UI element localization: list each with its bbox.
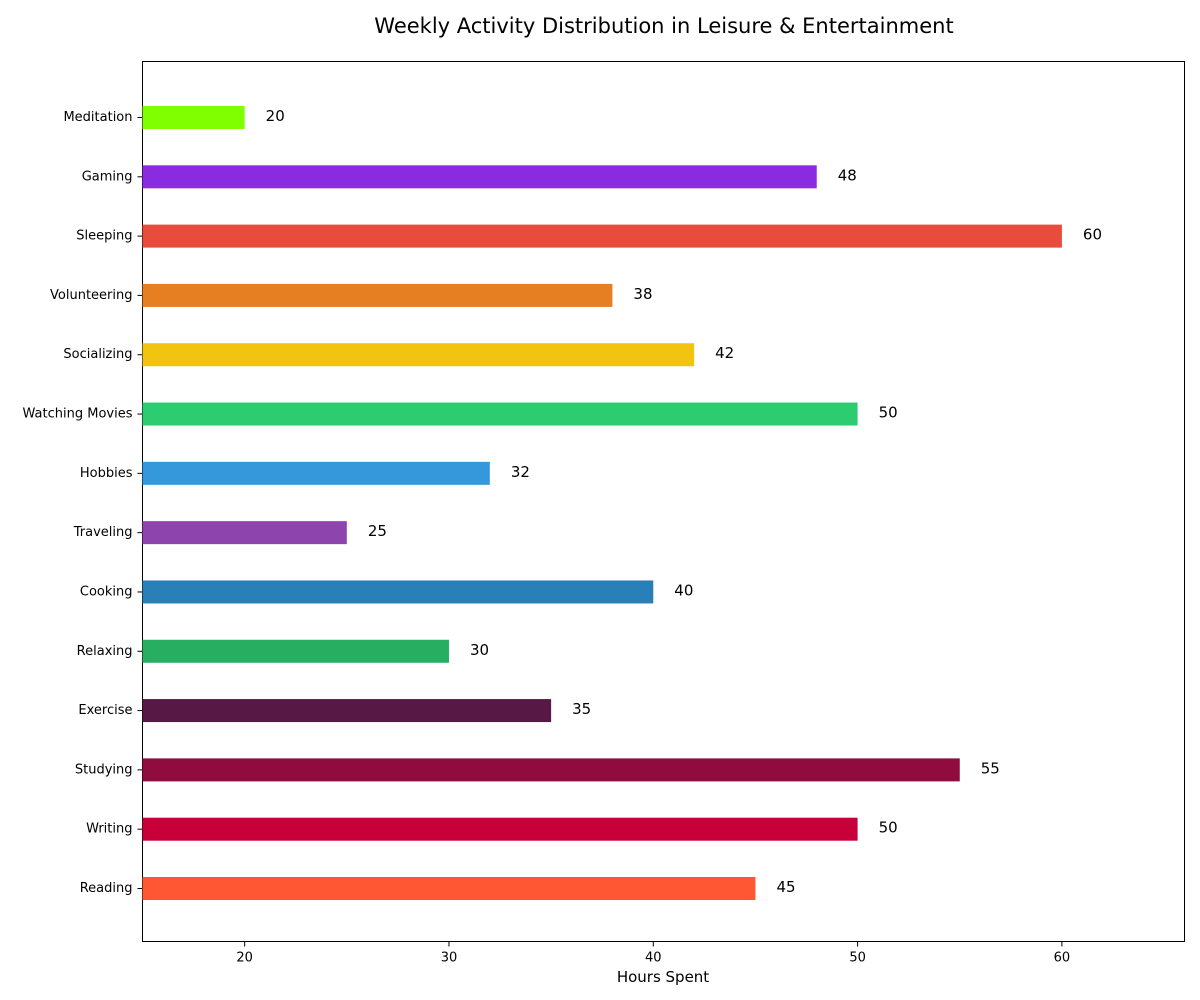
value-label-relaxing: 30 [470, 641, 489, 659]
value-label-cooking: 40 [674, 581, 693, 599]
bar-watching-movies [142, 402, 858, 426]
category-label-reading: Reading [80, 881, 133, 896]
x-tick-label-20: 20 [236, 951, 253, 966]
category-label-socializing: Socializing [63, 347, 132, 362]
category-label-exercise: Exercise [78, 703, 132, 718]
x-axis: 20 30 40 50 60 [236, 941, 1071, 966]
bar-gaming [142, 165, 817, 189]
x-tick-label-30: 30 [441, 951, 458, 966]
bar-traveling [142, 521, 347, 545]
bar-sleeping [142, 224, 1062, 248]
value-label-meditation: 20 [266, 107, 285, 125]
value-label-watching-movies: 50 [879, 404, 898, 422]
value-label-sleeping: 60 [1083, 226, 1102, 244]
value-label-writing: 50 [879, 819, 898, 837]
value-label-socializing: 42 [715, 344, 734, 362]
bar-writing [142, 817, 858, 841]
category-label-meditation: Meditation [63, 110, 132, 125]
x-tick-label-40: 40 [645, 951, 662, 966]
category-label-volunteering: Volunteering [50, 288, 132, 303]
bar-meditation [142, 106, 245, 129]
value-label-volunteering: 38 [633, 285, 652, 303]
bar-exercise [142, 699, 552, 723]
value-label-exercise: 35 [572, 700, 591, 718]
value-label-studying: 55 [981, 759, 1000, 777]
bar-hobbies [142, 461, 490, 485]
x-axis-label: Hours Spent [617, 968, 709, 986]
x-tick-label-50: 50 [849, 951, 866, 966]
value-label-gaming: 48 [838, 166, 857, 184]
category-label-sleeping: Sleeping [76, 229, 132, 244]
value-label-traveling: 25 [368, 522, 387, 540]
category-label-cooking: Cooking [80, 584, 133, 599]
bar-relaxing [142, 639, 449, 663]
y-axis: Reading Writing Studying Exercise Relaxing Co… [23, 110, 143, 896]
bar-studying [142, 758, 960, 782]
bar-cooking [142, 580, 654, 604]
category-label-traveling: Traveling [73, 525, 133, 540]
value-label-hobbies: 32 [511, 463, 530, 481]
category-label-watching-movies: Watching Movies [23, 407, 133, 422]
x-tick-label-60: 60 [1054, 951, 1071, 966]
category-label-relaxing: Relaxing [77, 644, 133, 659]
bars-group: 45 50 55 35 30 40 25 32 50 42 38 60 48 20 [142, 106, 1102, 900]
category-label-studying: Studying [75, 762, 133, 777]
bar-volunteering [142, 283, 613, 307]
bar-socializing [142, 343, 695, 367]
category-label-hobbies: Hobbies [80, 466, 133, 481]
value-label-reading: 45 [776, 878, 795, 896]
bar-reading [142, 877, 756, 900]
plot-frame [142, 61, 1185, 942]
chart-title: Weekly Activity Distribution in Leisure … [374, 14, 953, 38]
category-label-writing: Writing [86, 822, 132, 837]
category-label-gaming: Gaming [82, 169, 133, 184]
